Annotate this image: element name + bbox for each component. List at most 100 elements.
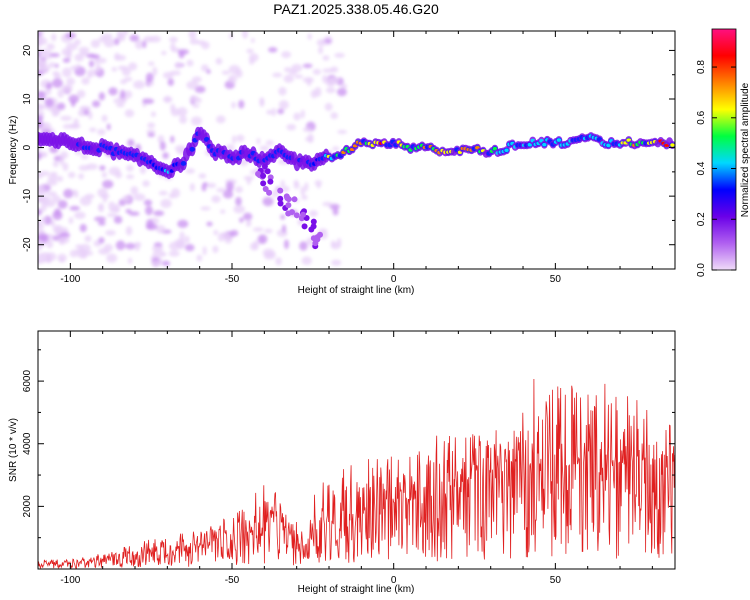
noise-blob xyxy=(51,195,61,203)
noise-blob xyxy=(322,55,330,61)
noise-blob xyxy=(198,173,207,179)
noise-blob xyxy=(68,94,80,104)
noise-blob xyxy=(134,242,140,252)
noise-blob xyxy=(125,226,133,236)
noise-blob xyxy=(81,77,90,85)
noise-blob xyxy=(238,99,245,109)
ridge-blob xyxy=(606,143,611,148)
ridge-tail-blob xyxy=(277,187,284,194)
noise-blob xyxy=(56,102,66,111)
noise-blob xyxy=(98,237,105,244)
noise-blob xyxy=(241,31,249,39)
noise-blob xyxy=(213,229,219,236)
noise-blob xyxy=(113,215,123,224)
ridge-blob xyxy=(542,142,547,147)
noise-blob xyxy=(185,168,195,174)
noise-blob xyxy=(42,48,48,58)
snr-panel: -100 -50 0 50 2000 4000 6000 Height of straig… xyxy=(8,330,676,595)
ridge-tail-blob xyxy=(255,170,262,177)
noise-blob xyxy=(201,41,210,50)
noise-blob xyxy=(248,57,255,65)
noise-blob xyxy=(143,199,153,206)
noise-blob xyxy=(225,181,234,192)
noise-blob xyxy=(216,187,227,193)
noise-blob xyxy=(63,188,74,199)
noise-blob xyxy=(332,146,340,152)
noise-blob xyxy=(99,165,106,171)
noise-blob xyxy=(220,209,226,214)
noise-blob xyxy=(54,226,62,236)
noise-blob xyxy=(302,63,313,69)
tick-label: 20 xyxy=(22,44,33,56)
page-title: PAZ1.2025.338.05.46.G20 xyxy=(273,1,439,17)
noise-blob xyxy=(127,139,135,147)
noise-blob xyxy=(38,246,42,252)
tick-label: 0 xyxy=(391,575,397,586)
tick-label: 2000 xyxy=(22,495,33,518)
noise-blob xyxy=(280,179,285,188)
tick-label: 0.4 xyxy=(696,161,707,175)
spectrogram-x-axis-label: Height of straight line (km) xyxy=(298,285,415,296)
noise-blob xyxy=(52,71,60,76)
ridge-tail-blob xyxy=(310,235,317,242)
noise-blob xyxy=(340,83,348,89)
ridge-tail-blob xyxy=(262,186,269,193)
noise-blob xyxy=(178,51,185,59)
noise-blob xyxy=(225,144,235,152)
noise-blob xyxy=(272,72,283,78)
ridge-tail-blob xyxy=(300,211,307,218)
noise-blob xyxy=(278,100,289,110)
noise-blob xyxy=(41,233,49,243)
noise-blob xyxy=(301,256,312,266)
noise-blob xyxy=(239,217,244,223)
noise-blob xyxy=(126,164,134,172)
ridge-tail-blob xyxy=(317,231,324,238)
noise-blob xyxy=(147,122,156,129)
noise-blob xyxy=(127,257,133,264)
noise-blob xyxy=(302,127,312,132)
noise-blob xyxy=(102,194,108,203)
tick-label: 50 xyxy=(550,575,562,586)
noise-blob xyxy=(271,107,277,117)
noise-blob xyxy=(170,135,175,144)
noise-blob xyxy=(98,36,107,43)
noise-blob xyxy=(60,115,72,121)
noise-blob xyxy=(91,100,101,108)
noise-blob xyxy=(139,164,147,175)
noise-blob xyxy=(194,85,206,94)
noise-blob xyxy=(40,252,51,262)
noise-blob xyxy=(281,51,292,59)
noise-blob xyxy=(70,99,76,108)
noise-blob xyxy=(121,67,131,77)
noise-blob xyxy=(49,171,58,177)
colorbar-ticks: 0.0 0.2 0.4 0.6 0.8 xyxy=(696,60,736,277)
noise-blob xyxy=(202,246,207,256)
noise-blob xyxy=(283,239,290,250)
spectral-ridge xyxy=(38,126,675,250)
tick-label: 6000 xyxy=(22,370,33,393)
noise-blob xyxy=(332,207,339,216)
spectrogram-heatmap xyxy=(38,31,675,267)
noise-blob xyxy=(206,69,211,74)
snr-y-axis-label: SNR (10 * v/v) xyxy=(8,418,19,482)
noise-blob xyxy=(124,77,133,82)
tick-label: -100 xyxy=(60,274,80,285)
noise-blob xyxy=(145,205,153,216)
noise-blob xyxy=(90,39,101,48)
noise-blob xyxy=(44,200,56,208)
noise-blob xyxy=(38,152,42,161)
noise-blob xyxy=(281,185,290,193)
noise-blob xyxy=(38,119,43,129)
noise-blob xyxy=(243,212,253,221)
ridge-tail-blob xyxy=(285,210,292,217)
noise-blob xyxy=(170,108,181,117)
noise-blob xyxy=(146,129,156,134)
noise-blob xyxy=(57,175,64,182)
noise-blob xyxy=(233,205,246,214)
noise-blob xyxy=(256,137,261,145)
noise-blob xyxy=(212,245,219,254)
noise-blob xyxy=(294,74,304,79)
noise-blob xyxy=(293,112,301,121)
noise-blob xyxy=(168,193,175,199)
noise-blob xyxy=(72,189,78,195)
